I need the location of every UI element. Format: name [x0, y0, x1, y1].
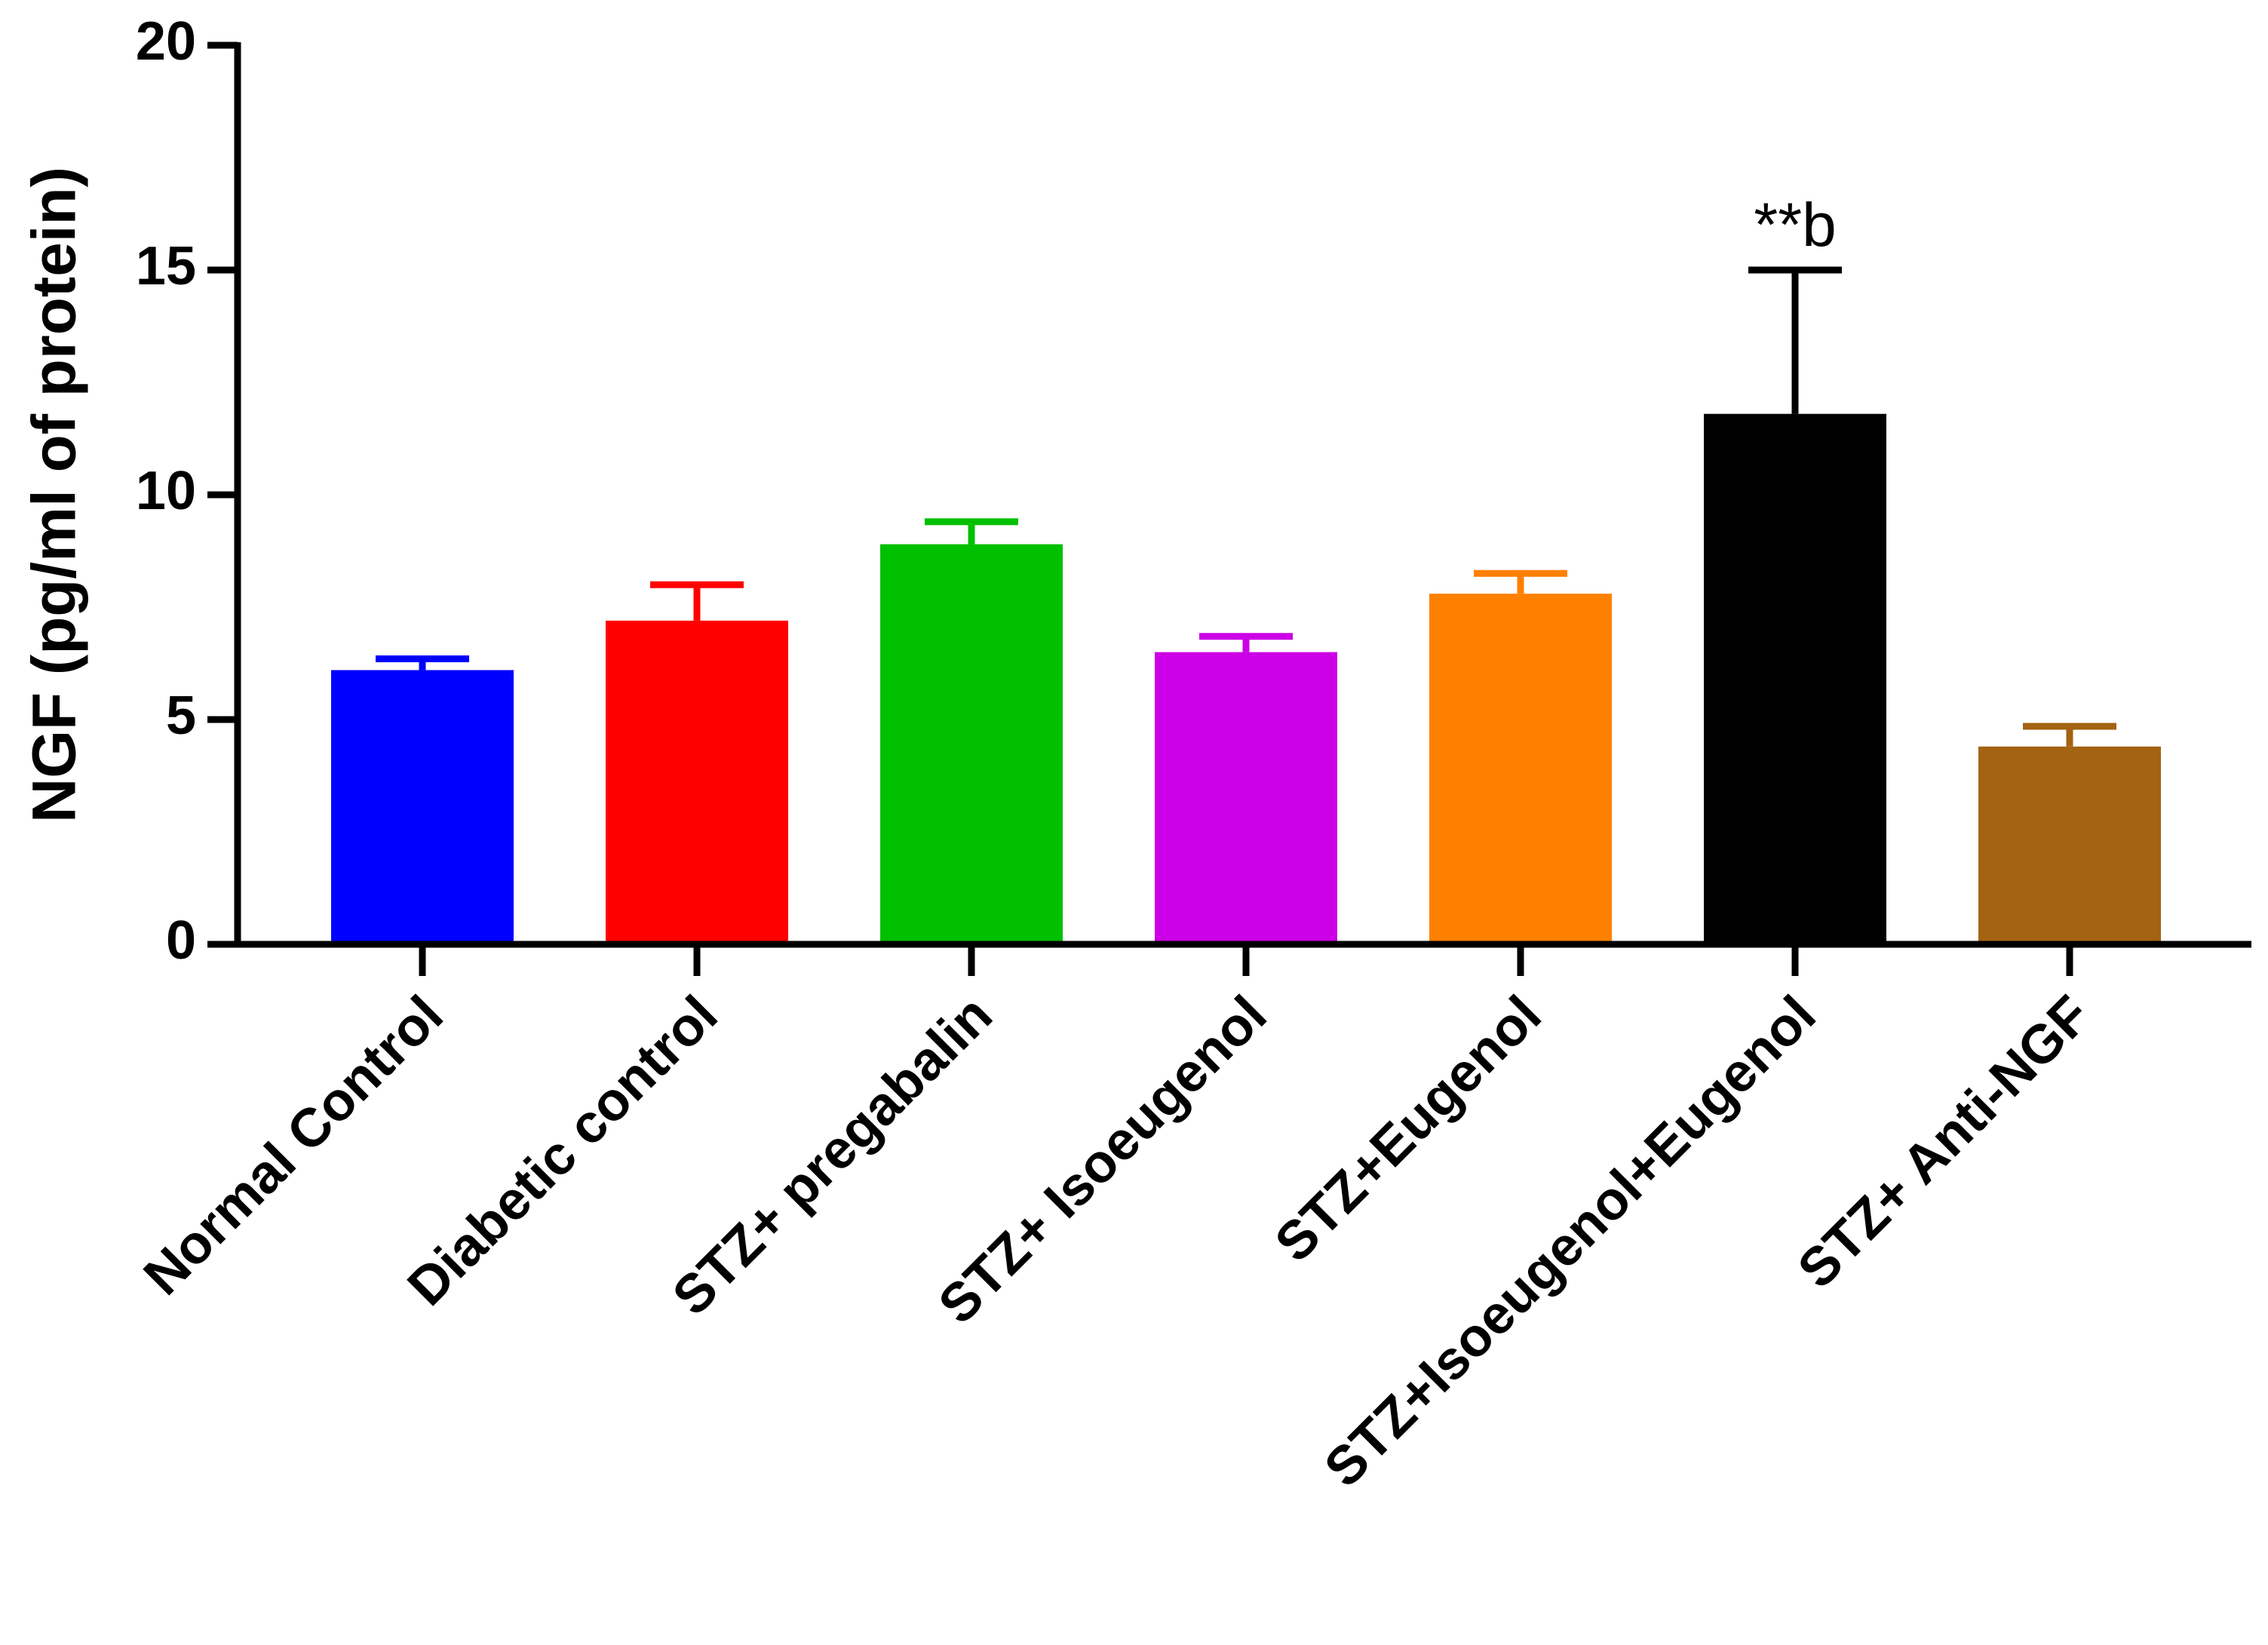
axes-layer [207, 41, 2251, 976]
y-tick-label-3: 15 [136, 236, 196, 296]
bar-0 [331, 670, 514, 944]
significance-annotation-0: **b [1754, 191, 1836, 259]
x-tick-label-5: STZ+Isoeugenol+Eugenol [1313, 984, 1828, 1499]
bar-3 [1155, 652, 1337, 944]
y-tick-label-0: 0 [166, 910, 196, 971]
y-tick-label-1: 5 [166, 686, 196, 746]
bar-2 [880, 544, 1063, 944]
bar-5 [1704, 413, 1886, 944]
bar-6 [1978, 746, 2161, 944]
bar-4 [1429, 594, 1612, 944]
bar-1 [606, 620, 788, 944]
error-bars-layer [376, 266, 2116, 747]
y-tick-label-4: 20 [136, 11, 196, 72]
y-axis-title: NGF (pg/ml of protein) [20, 167, 89, 823]
x-tick-label-4: STZ+Eugenol [1263, 984, 1552, 1273]
x-tick-label-6: STZ+ Anti-NGF [1787, 984, 2102, 1300]
x-tick-label-0: Normal Control [133, 984, 455, 1306]
bars-layer [331, 413, 2161, 944]
y-tick-label-2: 10 [136, 461, 196, 521]
